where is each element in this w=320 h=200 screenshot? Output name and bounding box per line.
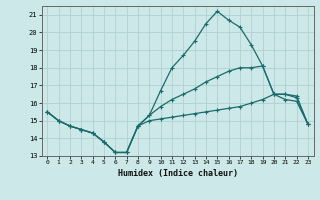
X-axis label: Humidex (Indice chaleur): Humidex (Indice chaleur) <box>118 169 237 178</box>
